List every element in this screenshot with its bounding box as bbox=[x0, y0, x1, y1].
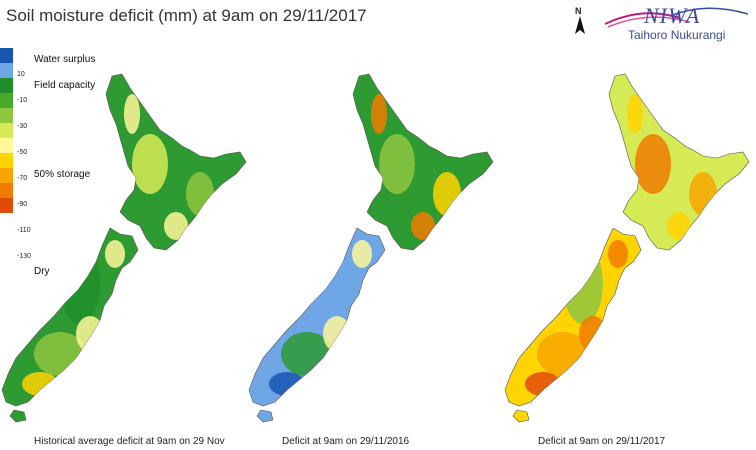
legend-swatch bbox=[0, 168, 13, 183]
legend-swatch bbox=[0, 93, 13, 108]
moisture-zone bbox=[411, 212, 435, 240]
moisture-zone bbox=[76, 316, 104, 352]
caption-historical: Historical average deficit at 9am on 29 … bbox=[34, 436, 225, 447]
moisture-zone bbox=[627, 94, 643, 134]
moisture-zone bbox=[124, 94, 140, 134]
legend-swatch bbox=[0, 198, 13, 213]
north-island bbox=[608, 73, 750, 251]
legend-swatch bbox=[0, 108, 13, 123]
legend-swatch bbox=[0, 123, 13, 138]
moisture-zone bbox=[186, 172, 214, 216]
moisture-zone bbox=[105, 240, 125, 268]
north-arrow-icon: N bbox=[570, 6, 590, 38]
legend-swatch bbox=[0, 78, 13, 93]
legend-tick-label: -90 bbox=[17, 201, 28, 208]
stewart-island bbox=[256, 409, 274, 423]
moisture-zone bbox=[433, 172, 461, 216]
moisture-zone bbox=[667, 212, 691, 240]
legend-tick-label: -130 bbox=[17, 253, 32, 260]
moisture-zone bbox=[525, 372, 561, 396]
legend-label-dry: Dry bbox=[34, 266, 50, 277]
legend-swatch bbox=[0, 183, 13, 198]
moisture-zone bbox=[323, 316, 351, 352]
moisture-zone bbox=[60, 244, 100, 324]
logo-brand: NIWA bbox=[644, 3, 701, 28]
legend-swatch bbox=[0, 138, 13, 153]
niwa-logo-swoosh-icon bbox=[604, 7, 749, 28]
moisture-zone bbox=[371, 94, 387, 134]
legend-label-field-capacity: Field capacity bbox=[34, 80, 96, 91]
niwa-logo: NIWA Taihoro Nukurangi bbox=[600, 2, 750, 46]
map-historical-average bbox=[1, 73, 247, 423]
moisture-zone bbox=[635, 134, 671, 194]
moisture-zone bbox=[307, 244, 347, 324]
moisture-zone bbox=[579, 316, 607, 352]
legend-tick-label: -110 bbox=[17, 227, 31, 234]
legend-tick-label: -30 bbox=[17, 123, 28, 130]
moisture-zone bbox=[379, 134, 415, 194]
moisture-zone bbox=[689, 172, 717, 216]
legend-label-surplus: Water surplus bbox=[34, 54, 96, 65]
moisture-zone bbox=[563, 244, 603, 324]
north-island bbox=[105, 73, 247, 251]
stewart-island bbox=[9, 409, 27, 423]
legend-swatch bbox=[0, 153, 13, 168]
moisture-zone bbox=[269, 372, 305, 396]
legend-tick-label: 10 bbox=[17, 71, 25, 78]
caption-2017: Deficit at 9am on 29/11/2017 bbox=[538, 436, 666, 447]
logo-tagline: Taihoro Nukurangi bbox=[628, 28, 726, 42]
map-2016 bbox=[248, 73, 494, 423]
stewart-island bbox=[512, 409, 530, 423]
map-title: Soil moisture deficit (mm) at 9am on 29/… bbox=[6, 6, 367, 25]
moisture-zone bbox=[164, 212, 188, 240]
moisture-zone bbox=[352, 240, 372, 268]
north-island bbox=[352, 73, 494, 251]
map-2017 bbox=[504, 73, 750, 423]
legend-tick-label: -50 bbox=[17, 149, 28, 156]
legend-swatch bbox=[0, 63, 13, 78]
moisture-zone bbox=[132, 134, 168, 194]
legend-tick-label: -10 bbox=[17, 97, 28, 104]
legend-swatch bbox=[0, 48, 13, 63]
moisture-zone bbox=[608, 240, 628, 268]
moisture-zone bbox=[22, 372, 58, 396]
legend-tick-label: -70 bbox=[17, 175, 28, 182]
legend-color-bar bbox=[0, 48, 13, 213]
legend-label-50-storage: 50% storage bbox=[34, 169, 91, 180]
caption-2016: Deficit at 9am on 29/11/2016 bbox=[282, 436, 410, 447]
